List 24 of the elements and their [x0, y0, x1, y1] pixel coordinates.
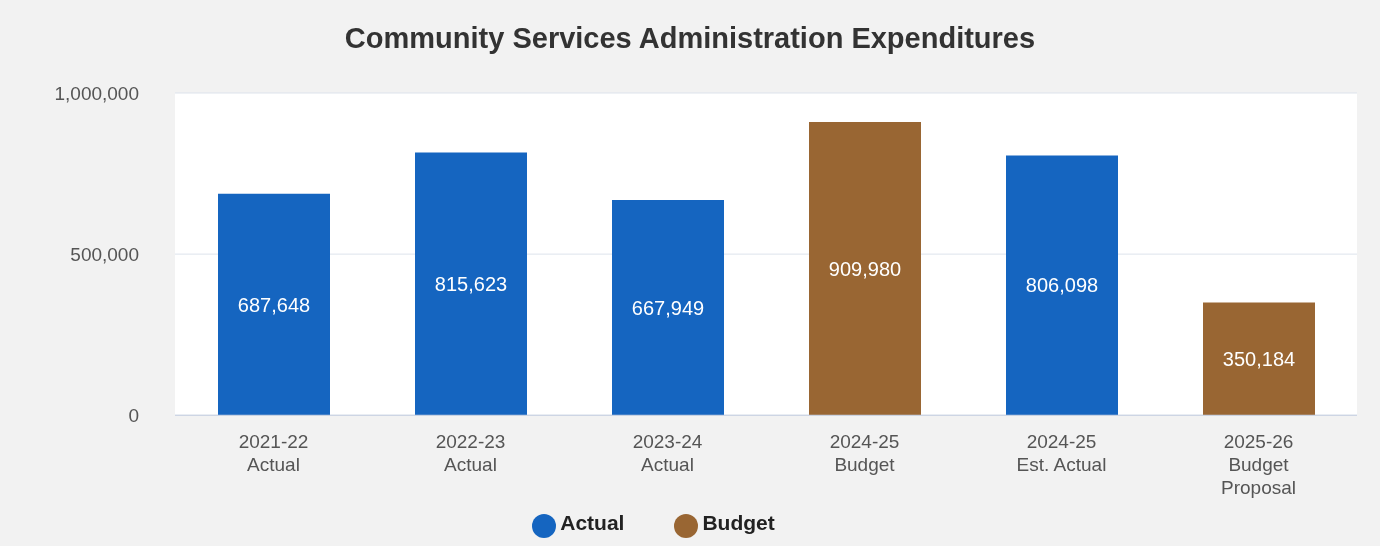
x-tick-label: 2024-25 Budget — [829, 431, 900, 476]
data-label: 667,949 — [631, 296, 705, 319]
data-label: 350,184 — [1222, 347, 1296, 370]
data-label: 909,980 — [828, 257, 902, 280]
bar — [1203, 302, 1315, 416]
y-tick-label: 0 — [128, 404, 139, 426]
bar — [612, 200, 724, 416]
bar — [1006, 155, 1118, 416]
y-tick-label: 1,000,000 — [54, 82, 139, 104]
y-tick-label: 500,000 — [70, 243, 139, 265]
legend-label: Budget — [702, 511, 775, 535]
bar — [415, 152, 527, 416]
bar — [809, 122, 921, 416]
legend-label: Actual — [560, 511, 625, 535]
data-label: 806,098 — [1025, 274, 1099, 297]
x-tick-label: 2025-26 Budget Proposal — [1221, 431, 1296, 499]
chart-title: Community Services Administration Expenditures — [343, 22, 1037, 55]
bar — [218, 193, 330, 416]
data-label: 815,623 — [434, 272, 508, 295]
data-label: 687,648 — [237, 293, 311, 316]
x-tick-label: 2023-24 Actual — [632, 431, 703, 476]
x-tick-label: 2022-23 Actual — [435, 431, 506, 476]
x-tick-label: 2021-22 Actual — [238, 431, 309, 476]
x-tick-label: 2024-25 Est. Actual — [1016, 431, 1107, 476]
